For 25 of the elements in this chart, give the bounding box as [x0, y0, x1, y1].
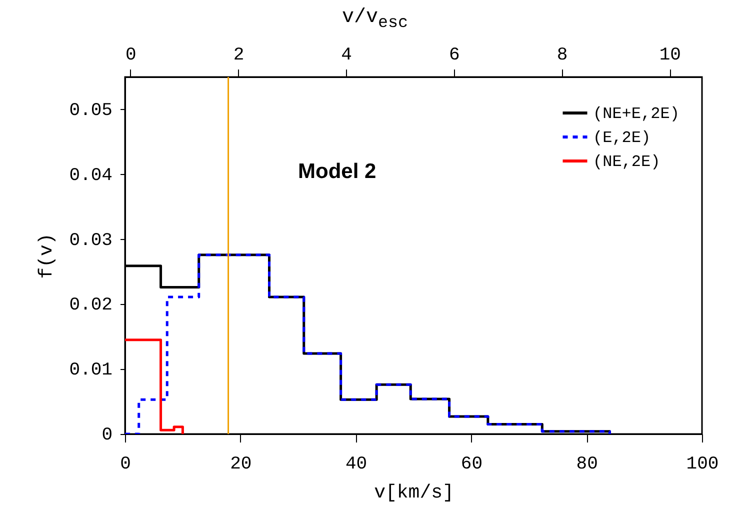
- x-tick-label: 0: [120, 454, 131, 474]
- x-tick-label: 60: [460, 454, 483, 474]
- legend-label: (NE,2E): [593, 153, 660, 171]
- x2-axis-title: v/v$_{esc}$: [340, 6, 409, 33]
- y-tick-label: 0.03: [69, 230, 112, 251]
- x-tick-label: 100: [686, 454, 719, 474]
- y-tick-label: 0: [102, 426, 112, 446]
- x-tick-label: 80: [576, 454, 598, 474]
- x-tick-label: 40: [345, 454, 368, 474]
- x-tick-label: 20: [230, 454, 252, 474]
- x2-tick-label: 6: [449, 46, 460, 66]
- x2-tick-label: 10: [659, 46, 681, 66]
- y-tick-label: 0.02: [69, 296, 112, 316]
- y-axis-title: f(v): [35, 233, 58, 279]
- y-tick-label: 0.01: [69, 360, 112, 381]
- y-tick-label: 0.04: [69, 166, 112, 186]
- legend-label: (E,2E): [593, 129, 651, 147]
- legend-label: (NE+E,2E): [593, 105, 680, 123]
- x2-tick-label: 2: [233, 46, 244, 66]
- x2-tick-label: 4: [341, 46, 352, 66]
- x-axis-title: v[km/s]: [374, 482, 454, 504]
- annotation: Model 2: [298, 160, 376, 184]
- x2-tick-label: 8: [556, 46, 568, 66]
- x2-tick-label: 0: [125, 46, 136, 66]
- y-tick-label: 0.05: [69, 100, 112, 121]
